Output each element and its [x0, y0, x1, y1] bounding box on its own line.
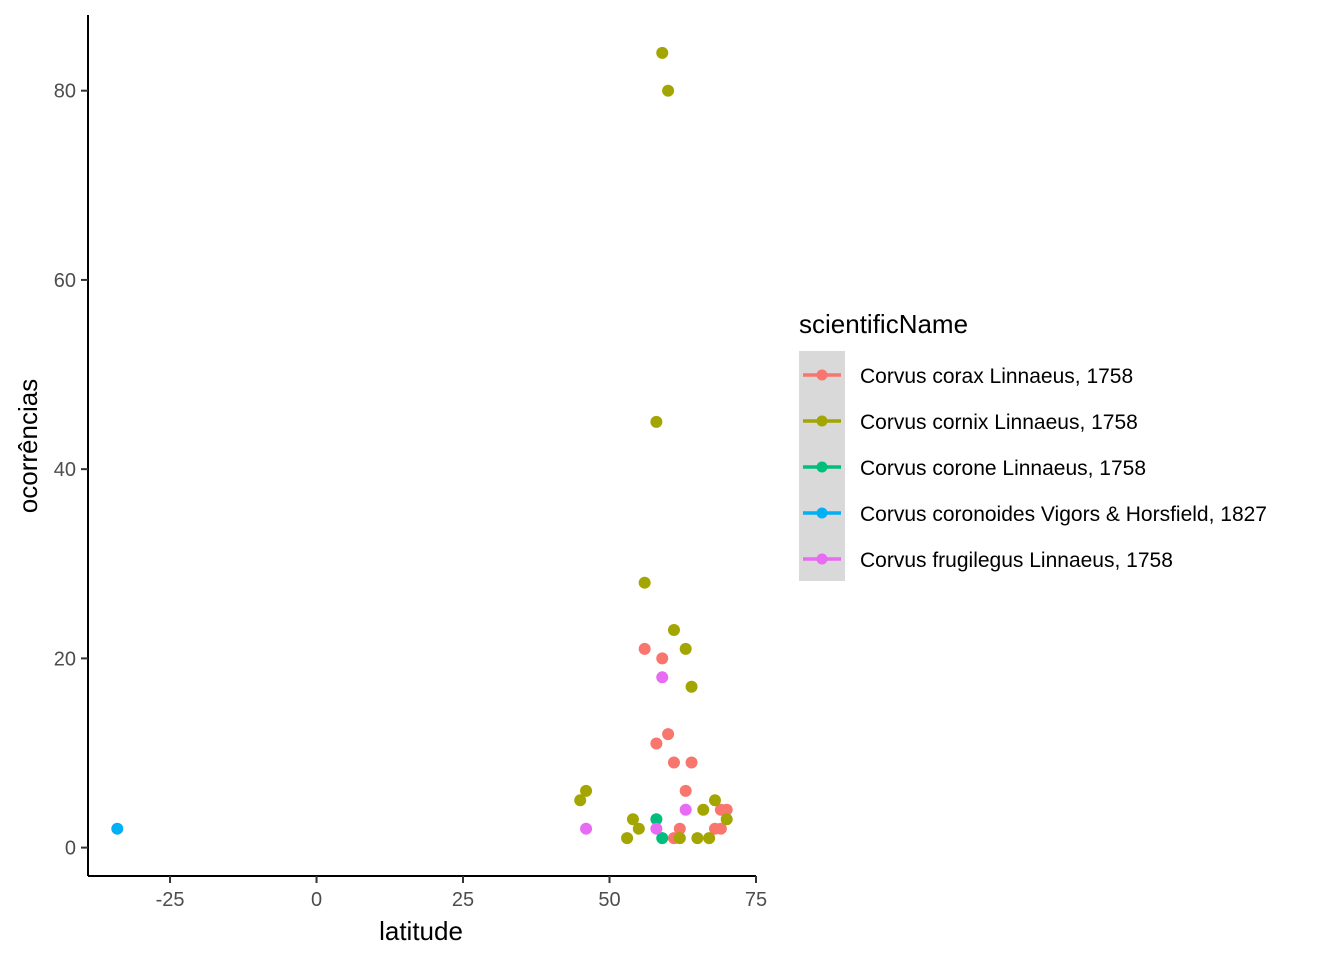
x-tick-label: 0 [311, 889, 322, 911]
data-point [632, 822, 645, 835]
data-point [580, 784, 593, 797]
x-tick-label: 25 [452, 889, 474, 911]
data-point [673, 822, 686, 835]
legend-label: Corvus frugilegus Linnaeus, 1758 [860, 549, 1173, 572]
data-point [656, 671, 669, 684]
y-tick-label: 20 [54, 648, 76, 670]
legend-title: scientificName [799, 309, 968, 339]
legend-item: Corvus frugilegus Linnaeus, 1758 [803, 549, 1173, 572]
x-tick-label: 75 [745, 889, 767, 911]
data-point [673, 832, 686, 845]
legend-label: Corvus cornix Linnaeus, 1758 [860, 411, 1138, 434]
data-point [656, 46, 669, 59]
data-point [703, 832, 716, 845]
x-tick-label: -25 [156, 889, 185, 911]
data-point [650, 737, 663, 750]
data-point [714, 822, 727, 835]
data-point [667, 624, 680, 636]
legend-items: Corvus corax Linnaeus, 1758 Corvus cornix… [803, 365, 1267, 572]
x-axis-title: latitude [379, 916, 463, 946]
data-point [626, 813, 639, 826]
data-point [650, 813, 663, 826]
data-point [656, 832, 669, 845]
legend-label: Corvus corax Linnaeus, 1758 [860, 365, 1133, 388]
y-ticks: 0 20 40 60 80 [54, 81, 88, 860]
legend-key-point [816, 507, 828, 519]
data-point [650, 822, 663, 835]
data-point [685, 680, 698, 693]
legend-label: Corvus coronoides Vigors & Horsfield, 18… [860, 503, 1267, 526]
data-point [621, 832, 634, 845]
legend-item: Corvus corone Linnaeus, 1758 [803, 457, 1146, 480]
legend-key-point [816, 553, 828, 565]
data-point [111, 822, 124, 835]
data-point [662, 728, 675, 741]
data-point [656, 652, 669, 665]
data-point [720, 813, 733, 826]
y-tick-label: 60 [54, 270, 76, 292]
x-tick-label: 50 [598, 889, 620, 911]
x-ticks: -25 0 25 50 75 [156, 876, 767, 911]
data-point [638, 642, 651, 655]
data-point [574, 794, 587, 807]
data-point [708, 794, 721, 807]
y-tick-label: 40 [54, 459, 76, 481]
data-point [685, 756, 698, 769]
data-point [638, 576, 651, 589]
data-point [650, 415, 663, 428]
data-point [662, 84, 675, 97]
legend-key-point [816, 415, 828, 427]
legend-item: Corvus corax Linnaeus, 1758 [803, 365, 1133, 388]
legend: scientificName Corvus corax Linnaeus, 17… [799, 309, 1267, 581]
legend-key-point [816, 369, 828, 381]
legend-item: Corvus coronoides Vigors & Horsfield, 18… [803, 503, 1267, 526]
data-point [679, 784, 692, 797]
points-layer [111, 46, 733, 845]
y-tick-label: 0 [65, 838, 76, 860]
data-point [691, 832, 704, 845]
data-point [714, 803, 727, 816]
legend-key-point [816, 461, 828, 473]
legend-label: Corvus corone Linnaeus, 1758 [860, 457, 1146, 480]
data-point [679, 642, 692, 655]
y-axis-title: ocorrências [13, 379, 43, 513]
data-point [697, 803, 710, 816]
y-tick-label: 80 [54, 81, 76, 103]
legend-item: Corvus cornix Linnaeus, 1758 [803, 411, 1138, 434]
data-point [679, 803, 692, 816]
data-point [580, 822, 593, 835]
data-point [667, 756, 680, 769]
